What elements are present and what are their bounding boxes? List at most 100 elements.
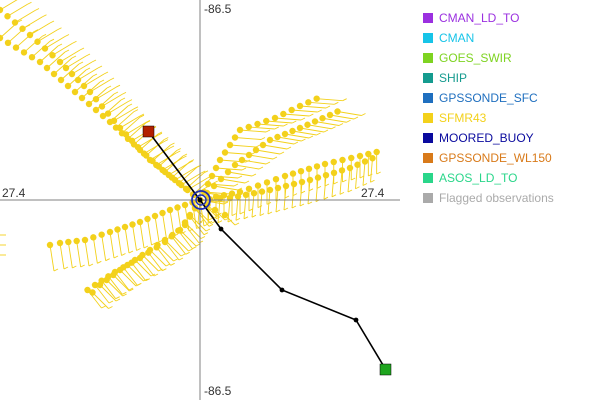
wind-barb-flag [279, 151, 285, 155]
wind-barb-flag [185, 251, 190, 255]
legend-swatch [423, 93, 433, 103]
sfmr-observation-point [99, 112, 107, 120]
sfmr-observation-point [36, 58, 44, 66]
wind-barb-flag [308, 188, 314, 192]
center-outer-ring [191, 190, 211, 210]
sfmr-observation-point [171, 176, 179, 184]
legend-swatch [423, 173, 433, 183]
wind-barb [157, 244, 174, 262]
wind-barb-flag [244, 180, 250, 184]
wind-barb [211, 175, 239, 179]
sfmr-observation-point [304, 121, 311, 128]
wind-barb [257, 123, 284, 127]
legend-item[interactable]: GPSSONDE_SFC [423, 88, 598, 108]
wind-barb [362, 161, 366, 186]
sfmr-observation-point [326, 111, 334, 119]
legend-item[interactable]: ASOS_LD_TO [423, 168, 598, 188]
legend-item[interactable]: CMAN_LD_TO [423, 8, 598, 28]
wind-barb [255, 149, 281, 155]
wind-barb [181, 172, 202, 186]
legend-item[interactable]: Flagged observations [423, 188, 598, 208]
wind-barb-flag [188, 228, 194, 232]
wind-barb [149, 147, 171, 161]
wind-barb [241, 159, 267, 165]
sfmr-observation-point [34, 38, 41, 45]
sfmr-observation-point [19, 25, 26, 32]
wind-barb-flag [109, 77, 115, 81]
wind-barb [121, 116, 141, 134]
wind-barb-flag [128, 250, 134, 254]
sfmr-observation-point [90, 234, 97, 241]
wind-barb [139, 221, 145, 249]
legend-swatch [423, 153, 433, 163]
wind-barb [184, 204, 190, 232]
center-inner-ring [195, 194, 207, 206]
sfmr-observation-point [263, 179, 271, 186]
observation-map[interactable]: -86.5 -86.5 27.4 27.4 [0, 0, 400, 400]
legend-item[interactable]: SFMR43 [423, 108, 598, 128]
wind-barb-flag [176, 148, 181, 151]
sfmr-observation-point [41, 45, 49, 52]
legend-item[interactable]: GPSSONDE_WL150 [423, 148, 598, 168]
sfmr-observation-point [116, 266, 124, 274]
track-start-marker [142, 125, 155, 138]
wind-barb-flag [203, 170, 209, 174]
wind-barb-flag [85, 67, 91, 71]
wind-barb [156, 152, 177, 166]
track-point [353, 317, 359, 323]
sfmr-observation-point [176, 226, 184, 234]
wind-barb-flag [105, 258, 110, 262]
sfmr-observation-point [154, 241, 161, 249]
sfmr-observation-point [274, 133, 281, 141]
sfmr-observation-point [92, 96, 100, 103]
wind-barb [139, 257, 155, 277]
sfmr-observation-point [306, 176, 314, 184]
sfmr-observation-point [282, 182, 290, 190]
wind-barb-flag [133, 109, 139, 113]
wind-barb [267, 189, 271, 215]
legend-item[interactable]: GOES_SWIR [423, 48, 598, 68]
sfmr-observation-point [334, 108, 341, 115]
wind-barb-flag [260, 137, 266, 140]
sfmr-observation-point [80, 82, 88, 90]
wind-barb-flag [338, 123, 344, 126]
top-coordinate-label: -86.5 [204, 2, 232, 16]
wind-barb-flag [153, 273, 159, 277]
wind-barb [174, 167, 196, 181]
wind-barb [117, 229, 122, 256]
sfmr-observation-point [354, 161, 361, 168]
wind-barb-flag [157, 132, 163, 136]
wind-barb-flag [182, 155, 187, 159]
wind-barb [137, 134, 159, 148]
legend-swatch [423, 133, 433, 143]
legend-swatch [423, 53, 433, 63]
wind-barb [109, 231, 115, 259]
wind-barb-flag [284, 195, 290, 199]
wind-barb [99, 284, 117, 302]
wind-barb-flag [34, 8, 40, 11]
wind-barb [234, 137, 262, 140]
legend-item[interactable]: CMAN [423, 28, 598, 48]
wind-barb-flag [143, 245, 149, 249]
wind-barb-flag [205, 228, 211, 232]
wind-barb [113, 108, 135, 122]
sfmr-observation-point [56, 58, 64, 66]
sfmr-observation-point [0, 6, 4, 14]
sfmr-observation-point [274, 184, 282, 192]
legend-item[interactable]: SHIP [423, 68, 598, 88]
sfmr-observation-point [98, 103, 106, 110]
wind-barb-flag [342, 98, 347, 102]
wind-barb [22, 16, 43, 30]
legend-item[interactable]: MOORED_BUOY [423, 128, 598, 148]
bottom-coordinate-label: -86.5 [204, 384, 232, 398]
legend-label: GPSSONDE_WL150 [439, 151, 552, 165]
wind-barb [134, 259, 152, 277]
wind-barb [49, 244, 55, 272]
wind-barb [194, 208, 210, 227]
wind-barb [243, 194, 247, 219]
wind-barb [59, 242, 65, 270]
storm-track-line [147, 130, 387, 371]
wind-barb [251, 193, 255, 218]
wind-barb-flag [64, 49, 70, 53]
sfmr-observation-point [186, 211, 194, 219]
